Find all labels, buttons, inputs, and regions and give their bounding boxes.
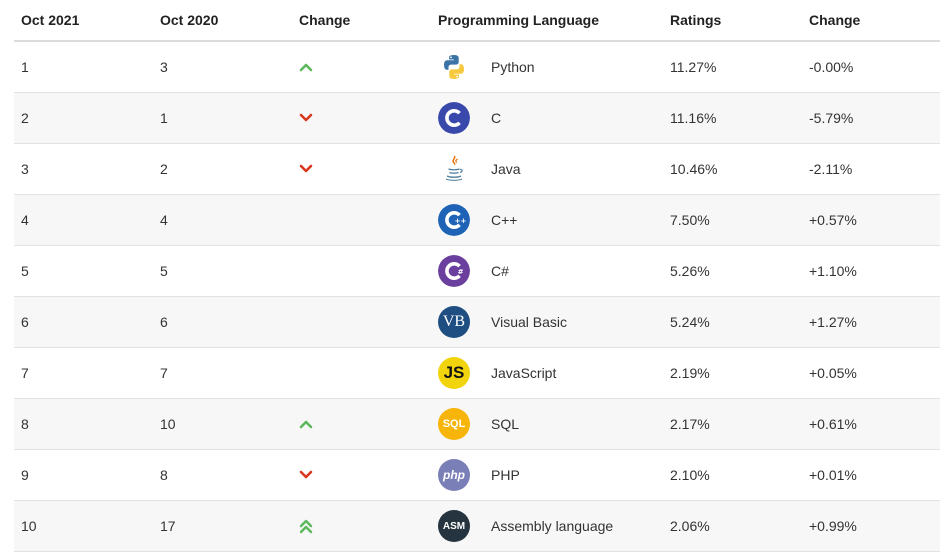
table-row: 10 17 ASM Assembly language 2.06% +0.99% (14, 501, 940, 552)
chevron-down-icon (292, 113, 431, 123)
language-cell[interactable]: ASM Assembly language (431, 510, 663, 542)
python-logo-icon (438, 51, 470, 83)
rank-current: 10 (21, 518, 37, 534)
language-name: Assembly language (491, 518, 614, 534)
chevron-up-icon (292, 419, 431, 429)
rating: 7.50% (670, 212, 710, 228)
rank-current: 8 (21, 416, 29, 432)
table-row: 1 3 Python 11.27% -0.00% (14, 42, 940, 93)
header-change[interactable]: Change (809, 12, 861, 28)
table-row: 5 5 # C# 5.26% +1.10% (14, 246, 940, 297)
rating-change: -0.00% (809, 59, 854, 75)
rating-change: -5.79% (809, 110, 854, 126)
php-logo-icon: php (438, 459, 470, 491)
chevron-up-icon (292, 62, 431, 72)
double-chevron-up-icon (292, 518, 431, 534)
language-cell[interactable]: Java (431, 153, 663, 185)
rank-previous: 1 (160, 110, 168, 126)
rating: 11.16% (670, 110, 717, 126)
csharp-logo-icon: # (438, 255, 470, 287)
rank-current: 5 (21, 263, 29, 279)
rank-previous: 8 (160, 467, 168, 483)
assembly-logo-icon: ASM (438, 510, 470, 542)
rating-change: -2.11% (809, 161, 853, 177)
rank-current: 9 (21, 467, 29, 483)
language-name: C++ (491, 212, 518, 228)
language-name: Visual Basic (491, 314, 568, 330)
table-header: Oct 2021 Oct 2020 Change Programming Lan… (14, 0, 940, 42)
rank-current: 1 (21, 59, 29, 75)
vb-logo-icon: VB (438, 306, 470, 338)
rating-change: +0.01% (809, 467, 857, 483)
header-previous-month[interactable]: Oct 2020 (160, 12, 219, 28)
sql-logo-icon: SQL (438, 408, 470, 440)
rating: 5.24% (670, 314, 710, 330)
tiobe-ranking-table: Oct 2021 Oct 2020 Change Programming Lan… (14, 0, 940, 552)
svg-text:++: ++ (455, 217, 467, 225)
language-name: C# (491, 263, 509, 279)
header-change-icon[interactable]: Change (299, 12, 351, 28)
language-name: Java (491, 161, 521, 177)
header-current-month[interactable]: Oct 2021 (21, 12, 80, 28)
table-row: 3 2 Java 10.46% -2.11% (14, 144, 940, 195)
rank-previous: 4 (160, 212, 168, 228)
table-body: 1 3 Python 11.27% -0.00% 2 1 C 11.16% -5.79% 3 2 Jav… (14, 42, 940, 552)
language-cell[interactable]: Python (431, 51, 663, 83)
rank-previous: 17 (160, 518, 176, 534)
language-cell[interactable]: C (431, 102, 663, 134)
rating: 2.06% (670, 518, 710, 534)
rating-change: +0.61% (809, 416, 857, 432)
table-row: 6 6 VB Visual Basic 5.24% +1.27% (14, 297, 940, 348)
rank-previous: 3 (160, 59, 168, 75)
cpp-logo-icon: ++ (438, 204, 470, 236)
rating-change: +1.27% (809, 314, 857, 330)
rating: 2.19% (670, 365, 710, 381)
rank-previous: 10 (160, 416, 176, 432)
svg-text:#: # (458, 268, 464, 276)
rank-previous: 2 (160, 161, 168, 177)
header-ratings[interactable]: Ratings (670, 12, 722, 28)
rating-change: +0.99% (809, 518, 857, 534)
rating: 11.27% (670, 59, 717, 75)
rank-current: 6 (21, 314, 29, 330)
language-name: C (491, 110, 502, 126)
rank-previous: 7 (160, 365, 168, 381)
language-name: JavaScript (491, 365, 557, 381)
language-name: SQL (491, 416, 520, 432)
rating-change: +1.10% (809, 263, 857, 279)
rating-change: +0.05% (809, 365, 857, 381)
rating: 5.26% (670, 263, 710, 279)
language-cell[interactable]: VB Visual Basic (431, 306, 663, 338)
table-row: 8 10 SQL SQL 2.17% +0.61% (14, 399, 940, 450)
chevron-down-icon (292, 470, 431, 480)
language-cell[interactable]: SQL SQL (431, 408, 663, 440)
language-cell[interactable]: ++ C++ (431, 204, 663, 236)
language-cell[interactable]: JS JavaScript (431, 357, 663, 389)
rating-change: +0.57% (809, 212, 857, 228)
java-logo-icon (438, 153, 470, 185)
table-row: 2 1 C 11.16% -5.79% (14, 93, 940, 144)
rating: 2.10% (670, 467, 710, 483)
chevron-down-icon (292, 164, 431, 174)
language-name: PHP (491, 467, 520, 483)
language-cell[interactable]: # C# (431, 255, 663, 287)
rank-current: 4 (21, 212, 29, 228)
language-name: Python (491, 59, 535, 75)
rank-current: 3 (21, 161, 29, 177)
rank-previous: 6 (160, 314, 168, 330)
rating: 2.17% (670, 416, 710, 432)
rank-current: 7 (21, 365, 29, 381)
table-row: 9 8 php PHP 2.10% +0.01% (14, 450, 940, 501)
rank-current: 2 (21, 110, 29, 126)
javascript-logo-icon: JS (438, 357, 470, 389)
table-row: 4 4 ++ C++ 7.50% +0.57% (14, 195, 940, 246)
c-logo-icon (438, 102, 470, 134)
rating: 10.46% (670, 161, 718, 177)
rank-previous: 5 (160, 263, 168, 279)
language-cell[interactable]: php PHP (431, 459, 663, 491)
header-language[interactable]: Programming Language (438, 12, 600, 28)
table-row: 7 7 JS JavaScript 2.19% +0.05% (14, 348, 940, 399)
